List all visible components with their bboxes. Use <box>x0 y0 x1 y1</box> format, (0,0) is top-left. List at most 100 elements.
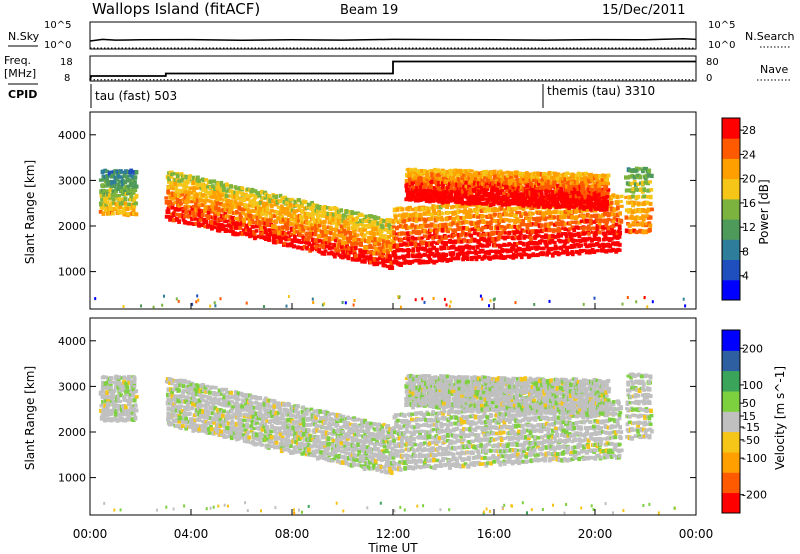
echo-cell <box>418 185 423 189</box>
echo-cell <box>618 230 622 236</box>
echo-cell <box>183 389 187 393</box>
echo-cell <box>460 197 464 201</box>
echo-cell <box>532 217 536 222</box>
echo-cell <box>191 427 196 433</box>
echo-cell <box>605 211 610 215</box>
echo-cell <box>600 249 605 253</box>
echo-cell <box>428 258 432 262</box>
echo-cell <box>507 205 511 211</box>
echo-cell <box>223 212 228 216</box>
echo-cell <box>594 187 598 192</box>
echo-cell <box>188 210 193 215</box>
echo-cell <box>616 200 621 204</box>
echo-cell <box>333 253 337 259</box>
echo-cell <box>204 390 208 394</box>
echo-cell <box>176 207 181 212</box>
echo-cell <box>305 231 310 236</box>
echo-cell <box>557 239 562 243</box>
echo-cell <box>191 402 195 407</box>
echo-cell <box>584 208 589 213</box>
echo-cell <box>513 189 518 193</box>
echo-cell <box>238 226 243 230</box>
echo-cell <box>364 224 369 228</box>
echo-cell <box>388 255 392 259</box>
echo-cell <box>456 256 461 261</box>
echo-cell <box>263 412 268 417</box>
echo-cell <box>501 185 506 189</box>
echo-cell <box>404 197 409 202</box>
echo-cell <box>435 247 439 253</box>
echo-cell <box>206 223 210 229</box>
echo-cell <box>242 398 247 402</box>
echo-cell <box>328 245 333 249</box>
echo-cell <box>617 248 622 252</box>
echo-cell <box>244 232 249 237</box>
echo-cell <box>488 198 493 202</box>
echo-cell <box>116 205 120 210</box>
echo-cell <box>521 218 526 224</box>
echo-cell <box>506 248 510 253</box>
echo-cell <box>514 213 518 217</box>
echo-cell <box>590 214 594 218</box>
echo-cell <box>548 203 553 207</box>
echo-cell <box>595 242 600 246</box>
echo-cell <box>196 223 201 228</box>
echo-cell <box>317 228 322 232</box>
echo-cell <box>240 436 245 440</box>
echo-cell <box>423 218 428 223</box>
echo-cell <box>185 424 189 429</box>
echo-cell <box>521 241 526 246</box>
echo-cell <box>289 242 294 248</box>
echo-cell <box>240 404 244 409</box>
echo-cell <box>321 230 326 235</box>
echo-cell <box>253 209 258 214</box>
echo-cell <box>457 238 462 244</box>
echo-cell <box>454 246 459 252</box>
echo-cell <box>245 405 250 410</box>
echo-cell <box>287 237 292 242</box>
echo-cell <box>489 225 493 231</box>
echo-cell <box>168 195 173 200</box>
echo-cell <box>504 217 508 222</box>
echo-cell <box>274 194 279 199</box>
echo-cell <box>378 256 382 261</box>
echo-cell <box>425 248 430 254</box>
echo-cell <box>186 406 190 412</box>
echo-cell <box>196 175 200 179</box>
echo-cell <box>321 214 326 218</box>
echo-cell <box>408 174 413 178</box>
echo-cell <box>191 391 196 395</box>
echo-cell <box>550 171 555 175</box>
echo-cell <box>554 173 559 178</box>
echo-cell <box>426 212 431 216</box>
echo-cell <box>521 206 526 211</box>
echo-cell <box>250 225 255 229</box>
echo-cell <box>422 188 427 194</box>
echo-cell <box>255 436 260 442</box>
echo-cell <box>102 394 106 398</box>
echo-cell <box>210 226 214 231</box>
echo-cell <box>273 209 278 214</box>
echo-cell <box>406 186 410 192</box>
echo-cell <box>524 176 529 180</box>
echo-cell <box>201 398 206 403</box>
echo-cell <box>442 245 447 250</box>
echo-cell <box>175 189 179 194</box>
echo-cell <box>307 235 311 240</box>
echo-cell <box>118 384 123 389</box>
echo-cell <box>196 294 199 298</box>
echo-cell <box>283 426 288 432</box>
echo-cell <box>112 389 117 393</box>
echo-cell <box>121 404 126 409</box>
echo-cell <box>285 304 288 308</box>
echo-cell <box>327 251 331 256</box>
echo-cell <box>263 228 268 232</box>
echo-cell <box>430 234 434 238</box>
echo-cell <box>630 215 635 221</box>
echo-cell <box>452 233 457 237</box>
echo-cell <box>465 226 469 231</box>
echo-cell <box>293 229 297 235</box>
echo-cell <box>495 219 499 224</box>
echo-cell <box>446 173 451 178</box>
echo-cell <box>588 218 593 223</box>
